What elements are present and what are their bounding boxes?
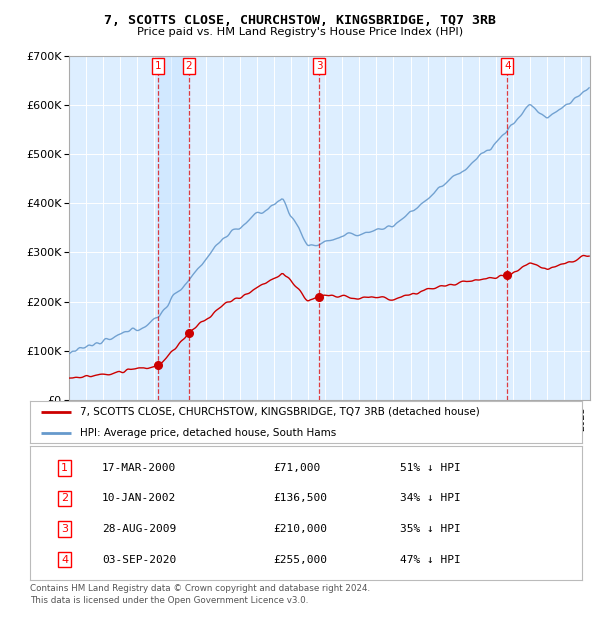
Text: Contains HM Land Registry data © Crown copyright and database right 2024.
This d: Contains HM Land Registry data © Crown c… [30,584,370,605]
Text: 3: 3 [61,524,68,534]
Text: Price paid vs. HM Land Registry's House Price Index (HPI): Price paid vs. HM Land Registry's House … [137,27,463,37]
Text: 17-MAR-2000: 17-MAR-2000 [102,463,176,472]
Text: 35% ↓ HPI: 35% ↓ HPI [400,524,461,534]
Text: 3: 3 [316,61,322,71]
Text: £136,500: £136,500 [273,494,327,503]
Text: £255,000: £255,000 [273,555,327,565]
Text: 7, SCOTTS CLOSE, CHURCHSTOW, KINGSBRIDGE, TQ7 3RB (detached house): 7, SCOTTS CLOSE, CHURCHSTOW, KINGSBRIDGE… [80,407,479,417]
Text: 03-SEP-2020: 03-SEP-2020 [102,555,176,565]
Text: 1: 1 [61,463,68,472]
Text: 2: 2 [61,494,68,503]
Text: 10-JAN-2002: 10-JAN-2002 [102,494,176,503]
Text: 47% ↓ HPI: 47% ↓ HPI [400,555,461,565]
Text: 2: 2 [186,61,193,71]
Text: 4: 4 [504,61,511,71]
Text: 1: 1 [155,61,161,71]
Text: HPI: Average price, detached house, South Hams: HPI: Average price, detached house, Sout… [80,428,336,438]
Bar [158,56,189,400]
Text: £71,000: £71,000 [273,463,320,472]
Text: 4: 4 [61,555,68,565]
Text: £210,000: £210,000 [273,524,327,534]
Text: 51% ↓ HPI: 51% ↓ HPI [400,463,461,472]
Text: 28-AUG-2009: 28-AUG-2009 [102,524,176,534]
Text: 34% ↓ HPI: 34% ↓ HPI [400,494,461,503]
Text: 7, SCOTTS CLOSE, CHURCHSTOW, KINGSBRIDGE, TQ7 3RB: 7, SCOTTS CLOSE, CHURCHSTOW, KINGSBRIDGE… [104,14,496,27]
